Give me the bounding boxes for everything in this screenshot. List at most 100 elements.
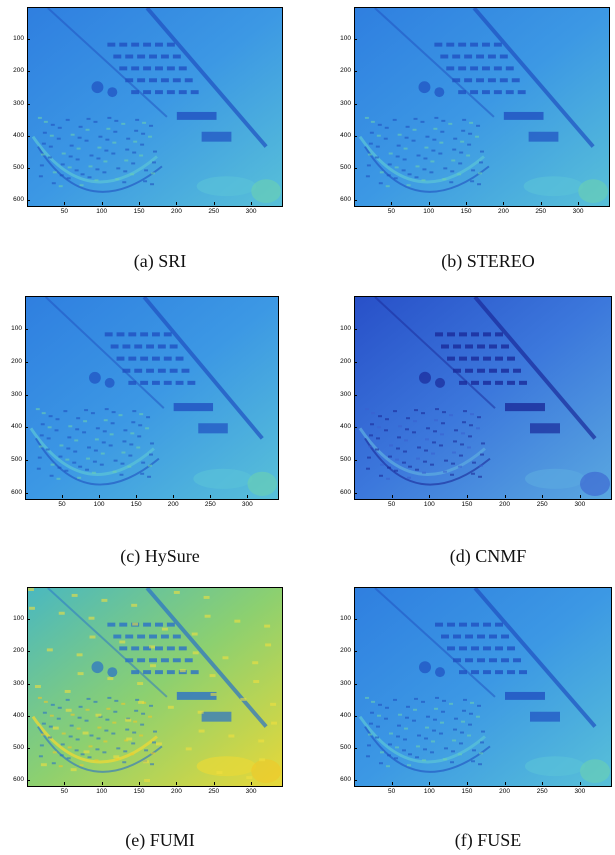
x-tick-label: 250 (204, 501, 216, 508)
image-plot (25, 296, 279, 500)
y-tick-label: 400 (13, 711, 24, 719)
y-tick-mark (25, 460, 28, 462)
x-tick-mark (429, 782, 431, 785)
panel-c: (c) HySure 100 200 300 400 500 600 50 100 150 200… (0, 290, 300, 570)
y-tick-label: 400 (11, 423, 22, 431)
x-tick-label: 100 (96, 208, 108, 215)
y-tick-mark (27, 103, 30, 105)
x-tick-label: 300 (572, 208, 584, 215)
panel-a: (a) SRI 100 200 300 400 500 600 50 100 150 200 250… (0, 0, 300, 280)
x-tick-mark (503, 202, 505, 205)
x-tick-mark (139, 202, 141, 205)
y-tick-label: 600 (13, 776, 24, 784)
y-tick-label: 100 (340, 615, 351, 623)
x-tick-mark (62, 495, 64, 498)
y-tick-mark (354, 394, 357, 396)
panel-caption: (b) STEREO (441, 251, 535, 271)
y-tick-label: 100 (13, 615, 24, 623)
y-tick-mark (354, 780, 357, 782)
y-tick-label: 600 (11, 489, 22, 497)
x-tick-label: 50 (388, 788, 396, 795)
y-tick-mark (25, 328, 28, 330)
x-tick-mark (540, 202, 542, 205)
x-tick-label: 150 (133, 788, 145, 795)
y-tick-mark (27, 683, 30, 685)
y-tick-mark (354, 715, 357, 717)
x-tick-label: 200 (170, 788, 182, 795)
x-tick-mark (64, 202, 66, 205)
y-tick-mark (25, 427, 28, 429)
image-plot (27, 587, 283, 787)
x-tick-label: 300 (574, 501, 586, 508)
x-tick-label: 150 (461, 788, 473, 795)
x-tick-mark (391, 202, 393, 205)
x-tick-label: 200 (167, 501, 179, 508)
x-tick-mark (99, 495, 101, 498)
x-tick-label: 250 (536, 501, 548, 508)
x-tick-label: 200 (170, 208, 182, 215)
x-tick-mark (504, 495, 506, 498)
y-tick-mark (354, 427, 357, 429)
x-tick-label: 200 (499, 788, 510, 795)
image-canvas (28, 588, 282, 786)
image-canvas (355, 297, 611, 499)
image-canvas (28, 8, 282, 206)
x-tick-mark (504, 782, 506, 785)
y-tick-mark (354, 135, 357, 137)
x-tick-mark (251, 782, 253, 785)
x-tick-label: 100 (423, 501, 435, 508)
x-tick-mark (173, 495, 175, 498)
x-tick-label: 150 (461, 501, 473, 508)
y-tick-label: 400 (340, 423, 351, 431)
panel-e: (e) FUMI 100 200 300 400 500 600 50 100 150 200 25… (0, 580, 300, 855)
x-tick-mark (251, 202, 253, 205)
y-tick-mark (27, 747, 30, 749)
x-tick-label: 50 (388, 501, 396, 508)
y-tick-mark (354, 39, 357, 41)
y-tick-label: 500 (11, 456, 22, 464)
x-tick-mark (466, 202, 468, 205)
x-tick-mark (101, 202, 103, 205)
y-tick-label: 600 (340, 196, 351, 204)
y-tick-label: 500 (340, 743, 351, 751)
y-tick-mark (27, 780, 30, 782)
y-tick-mark (25, 361, 28, 363)
y-tick-label: 200 (340, 357, 351, 365)
x-tick-label: 50 (60, 788, 68, 795)
y-tick-label: 600 (340, 489, 351, 497)
image-plot (27, 7, 283, 207)
x-tick-mark (139, 782, 141, 785)
x-tick-label: 50 (60, 208, 68, 215)
y-tick-label: 100 (11, 324, 22, 332)
y-tick-mark (27, 71, 30, 73)
y-tick-label: 300 (340, 99, 351, 107)
x-tick-mark (176, 202, 178, 205)
y-tick-mark (354, 200, 357, 202)
x-tick-label: 250 (208, 788, 220, 795)
image-plot (354, 7, 610, 207)
y-tick-mark (27, 39, 30, 41)
x-tick-label: 50 (58, 501, 66, 508)
image-canvas (26, 297, 278, 499)
y-tick-mark (354, 167, 357, 169)
x-tick-label: 150 (460, 208, 472, 215)
y-tick-label: 300 (340, 390, 351, 398)
x-tick-label: 150 (133, 208, 145, 215)
y-tick-mark (25, 394, 28, 396)
y-tick-mark (354, 747, 357, 749)
y-tick-label: 200 (11, 357, 22, 365)
y-tick-mark (354, 103, 357, 105)
image-canvas (355, 588, 611, 786)
x-tick-label: 250 (535, 208, 547, 215)
y-tick-mark (27, 715, 30, 717)
panel-caption: (e) FUMI (125, 830, 195, 850)
y-tick-label: 500 (340, 163, 351, 171)
y-tick-mark (27, 619, 30, 621)
x-tick-mark (542, 782, 544, 785)
y-tick-label: 500 (340, 456, 351, 464)
x-tick-mark (64, 782, 66, 785)
x-tick-label: 300 (245, 788, 257, 795)
x-tick-mark (247, 495, 249, 498)
x-tick-label: 250 (208, 208, 220, 215)
panel-caption: (c) HySure (120, 546, 200, 566)
